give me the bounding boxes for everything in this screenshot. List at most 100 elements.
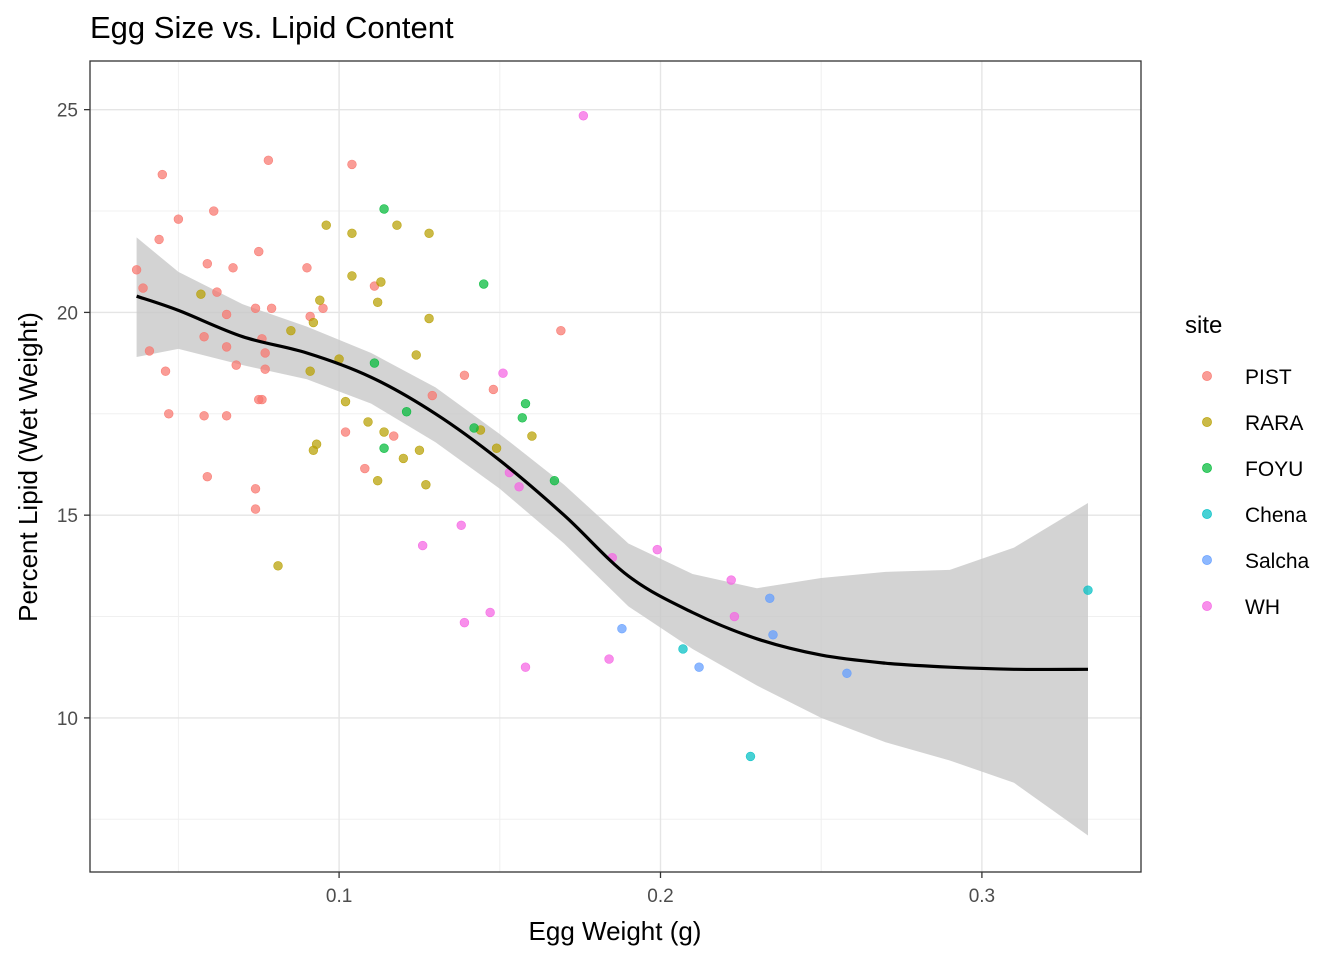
y-tick-label: 20 [57, 303, 78, 324]
data-point [491, 443, 502, 453]
data-point [286, 325, 296, 336]
data-point [196, 289, 206, 299]
data-point [250, 303, 261, 314]
data-point [321, 220, 331, 230]
data-point [369, 358, 380, 368]
data-point [340, 396, 351, 407]
data-point [392, 220, 402, 230]
data-point [164, 409, 174, 419]
legend-item-foyu: FOYU [1202, 458, 1303, 481]
data-point [768, 630, 778, 640]
data-point [315, 295, 325, 305]
smooth-line [136, 294, 1089, 672]
legend-label: RARA [1245, 412, 1303, 435]
legend-key [1202, 601, 1212, 611]
data-point [459, 370, 470, 380]
x-tick-label: 0.1 [326, 886, 352, 907]
data-point [549, 475, 560, 486]
x-axis-ticks: 0.1 0.2 0.3 [326, 872, 995, 907]
x-tick-label: 0.3 [969, 886, 995, 907]
data-point [202, 259, 213, 269]
data-point [260, 364, 270, 374]
legend-label: WH [1245, 596, 1280, 619]
data-point [379, 204, 389, 214]
legend-key [1202, 417, 1212, 427]
confidence-ribbon [136, 237, 1089, 836]
y-tick-label: 25 [57, 101, 78, 122]
data-point [398, 453, 409, 464]
data-point [202, 471, 213, 482]
legend-label: FOYU [1245, 458, 1303, 481]
data-point [360, 463, 370, 474]
data-point [311, 439, 322, 449]
data-point [389, 431, 399, 441]
legend-item-rara: RARA [1202, 412, 1303, 435]
data-point [305, 366, 315, 376]
data-point [1083, 585, 1093, 595]
legend-key [1202, 509, 1212, 519]
series-foyu [369, 204, 560, 486]
data-point [729, 611, 740, 622]
legend-label: Salcha [1245, 550, 1310, 573]
legend-label: Chena [1245, 504, 1307, 527]
legend-item-chena: Chena [1202, 504, 1307, 527]
data-point [250, 484, 261, 494]
data-point [157, 169, 168, 180]
data-point [469, 423, 479, 433]
data-point [257, 394, 267, 405]
data-point [479, 279, 489, 289]
data-point [411, 350, 421, 360]
data-point [459, 617, 470, 628]
data-point [556, 325, 566, 336]
data-point [488, 384, 499, 395]
data-point [520, 398, 531, 409]
data-point [231, 360, 241, 370]
data-point [347, 271, 357, 281]
data-point [427, 390, 437, 401]
y-tick-label: 15 [57, 506, 78, 527]
plot-panel-border [89, 60, 1142, 873]
legend-item-pist: PIST [1202, 366, 1292, 389]
confidence-band [136, 237, 1089, 836]
data-points [131, 111, 1093, 762]
data-point [254, 246, 264, 257]
y-axis-ticks: 10 15 20 25 [57, 101, 90, 730]
data-point [266, 303, 277, 314]
data-point [199, 411, 209, 421]
data-point [417, 540, 428, 551]
legend-title: site [1185, 312, 1222, 339]
data-point [228, 263, 238, 273]
data-point [154, 234, 164, 245]
data-point [424, 228, 434, 239]
data-point [745, 751, 756, 762]
data-point [260, 348, 270, 358]
legend-key [1202, 463, 1212, 473]
data-point [485, 607, 495, 618]
data-point [376, 277, 386, 287]
data-point [424, 313, 434, 324]
data-point [144, 346, 155, 356]
series-rara [196, 220, 537, 571]
data-point [318, 303, 328, 314]
data-point [678, 644, 688, 654]
data-point [199, 332, 209, 342]
series-salcha [617, 593, 852, 679]
data-point [379, 443, 389, 453]
data-point [617, 623, 627, 634]
data-point [372, 475, 383, 486]
legend-label: PIST [1245, 366, 1292, 389]
data-point [842, 668, 852, 679]
data-point [456, 520, 466, 530]
x-axis-title: Egg Weight (g) [529, 916, 702, 946]
data-point [421, 480, 431, 490]
data-point [209, 206, 219, 216]
data-point [212, 287, 222, 297]
legend-item-salcha: Salcha [1202, 550, 1310, 573]
data-point [138, 283, 148, 293]
data-point [221, 342, 232, 352]
data-point [372, 297, 383, 307]
data-point [221, 411, 232, 421]
data-point [263, 155, 274, 166]
data-point [498, 368, 508, 378]
